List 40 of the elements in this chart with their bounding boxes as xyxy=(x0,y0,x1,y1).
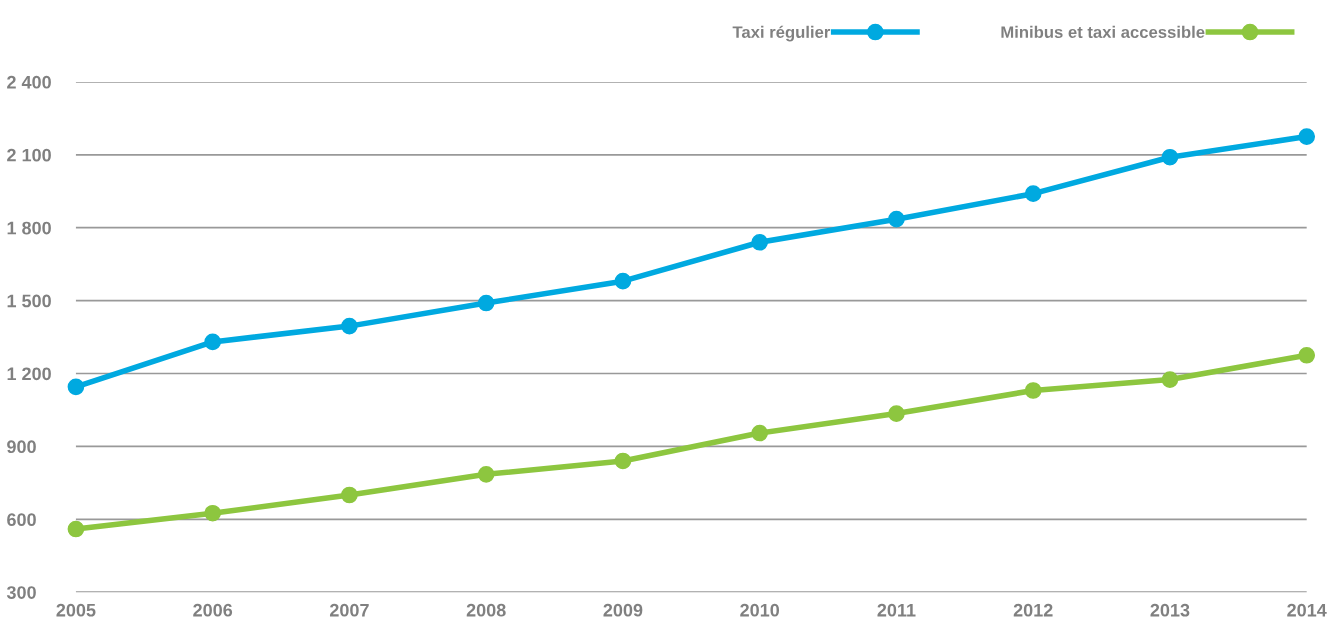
point xyxy=(1024,382,1042,399)
point xyxy=(614,272,632,290)
x-tick-label: 2009 xyxy=(603,603,643,617)
y-tick-label: 900 xyxy=(7,440,36,454)
point xyxy=(888,210,905,228)
point xyxy=(67,378,85,396)
x-tick-label: 2008 xyxy=(466,603,506,617)
point xyxy=(341,486,358,504)
point xyxy=(204,504,222,522)
point xyxy=(1161,371,1179,388)
point xyxy=(751,424,769,442)
legend-label: Taxi régulier xyxy=(732,25,831,42)
x-tick-label: 2006 xyxy=(193,603,233,617)
point xyxy=(477,294,495,312)
y-tick-label: 600 xyxy=(7,513,36,527)
point xyxy=(888,405,905,422)
x-tick-label: 2010 xyxy=(740,603,780,617)
point xyxy=(1024,185,1042,203)
point xyxy=(1298,128,1316,145)
point xyxy=(341,317,358,335)
point xyxy=(1161,148,1179,166)
x-tick-label: 2014 xyxy=(1287,603,1327,617)
point xyxy=(477,466,495,483)
point xyxy=(751,233,769,251)
point xyxy=(204,333,222,351)
y-tick-label: 1 800 xyxy=(7,221,51,235)
y-tick-label: 1 200 xyxy=(7,367,51,381)
x-tick-label: 2012 xyxy=(1013,603,1053,617)
x-tick-label: 2013 xyxy=(1150,603,1190,617)
x-tick-label: 2005 xyxy=(56,603,96,617)
point xyxy=(67,520,85,538)
y-tick-label: 300 xyxy=(6,586,36,599)
y-tick-label: 1 500 xyxy=(7,294,51,308)
x-tick-label: 2011 xyxy=(877,603,916,617)
point xyxy=(1298,346,1316,364)
point xyxy=(614,452,632,470)
x-tick-label: 2007 xyxy=(329,603,369,617)
legend-label: Minibus et taxi accessible xyxy=(1001,25,1205,39)
y-tick-label: 2 100 xyxy=(7,148,51,162)
y-tick-label: 2 400 xyxy=(7,75,51,89)
